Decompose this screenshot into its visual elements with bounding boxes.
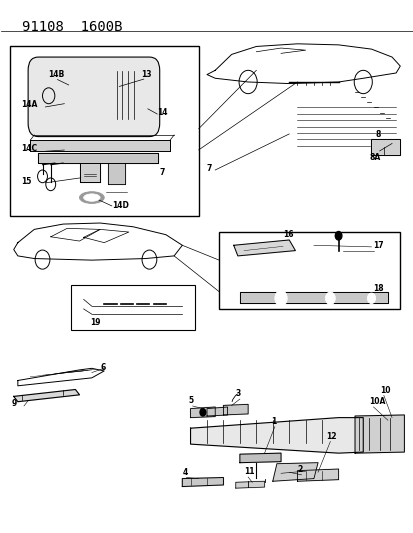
- Polygon shape: [206, 44, 399, 84]
- Ellipse shape: [83, 194, 100, 201]
- Polygon shape: [190, 407, 215, 418]
- Text: 10A: 10A: [368, 398, 385, 406]
- Ellipse shape: [79, 192, 104, 204]
- FancyBboxPatch shape: [71, 285, 194, 330]
- Text: 2: 2: [297, 465, 302, 474]
- Circle shape: [335, 231, 341, 240]
- Text: 1: 1: [270, 417, 275, 426]
- Text: 3: 3: [235, 390, 240, 398]
- Polygon shape: [235, 481, 264, 488]
- Text: 91108  1600B: 91108 1600B: [22, 20, 122, 34]
- Polygon shape: [239, 292, 387, 303]
- Text: 14: 14: [157, 108, 168, 117]
- Text: 7: 7: [206, 164, 212, 173]
- Text: 15: 15: [21, 177, 31, 187]
- Polygon shape: [206, 407, 227, 416]
- Polygon shape: [14, 223, 182, 260]
- Text: 14C: 14C: [21, 144, 37, 154]
- Text: 5: 5: [188, 397, 193, 405]
- Polygon shape: [18, 368, 104, 386]
- Text: 17: 17: [373, 241, 383, 250]
- Text: 7: 7: [159, 168, 165, 177]
- Polygon shape: [239, 453, 280, 463]
- Text: 11: 11: [243, 467, 254, 477]
- Polygon shape: [182, 478, 223, 487]
- Polygon shape: [190, 418, 362, 453]
- Text: 14B: 14B: [48, 70, 64, 79]
- Text: 8A: 8A: [368, 154, 380, 163]
- Text: 12: 12: [325, 432, 336, 441]
- Text: 10: 10: [379, 386, 389, 395]
- Circle shape: [366, 293, 375, 304]
- Polygon shape: [297, 469, 338, 481]
- Polygon shape: [14, 390, 79, 402]
- Text: 9: 9: [12, 399, 17, 408]
- FancyBboxPatch shape: [9, 46, 198, 216]
- Polygon shape: [354, 415, 404, 453]
- FancyBboxPatch shape: [219, 232, 399, 309]
- Text: 4: 4: [182, 468, 187, 477]
- Circle shape: [325, 292, 335, 305]
- FancyBboxPatch shape: [28, 57, 159, 136]
- Text: 18: 18: [373, 285, 383, 294]
- Text: 8: 8: [375, 130, 380, 139]
- Text: 6: 6: [100, 363, 105, 372]
- Polygon shape: [272, 463, 317, 481]
- Circle shape: [274, 290, 287, 306]
- Text: 14D: 14D: [112, 201, 129, 210]
- Text: 14A: 14A: [21, 100, 38, 109]
- Text: 16: 16: [282, 230, 293, 239]
- Circle shape: [199, 409, 205, 416]
- Text: 19: 19: [90, 318, 100, 327]
- Polygon shape: [233, 240, 295, 256]
- Polygon shape: [223, 405, 247, 415]
- Text: 13: 13: [141, 70, 151, 79]
